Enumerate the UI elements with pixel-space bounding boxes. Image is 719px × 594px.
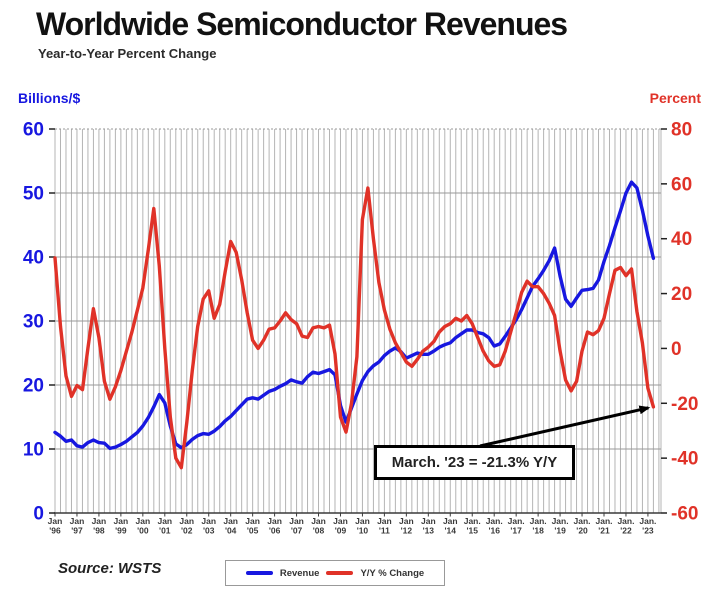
svg-text:Jan: Jan [245, 516, 260, 526]
annotation-text: March. '23 = -21.3% Y/Y [391, 454, 558, 471]
svg-text:'22: '22 [620, 526, 632, 536]
right-axis-title: Percent [649, 90, 701, 106]
svg-text:Jan: Jan [114, 516, 129, 526]
svg-text:'97: '97 [71, 526, 83, 536]
page-title: Worldwide Semiconductor Revenues [36, 6, 568, 42]
svg-text:'12: '12 [401, 526, 413, 536]
svg-text:80: 80 [671, 120, 692, 141]
svg-text:Jan.: Jan. [552, 516, 569, 526]
svg-text:-60: -60 [671, 504, 698, 525]
svg-text:Jan.: Jan. [464, 516, 481, 526]
svg-text:-40: -40 [671, 449, 698, 470]
gridlines [54, 128, 662, 514]
svg-text:'06: '06 [269, 526, 281, 536]
svg-text:'23: '23 [642, 526, 654, 536]
svg-text:'05: '05 [247, 526, 259, 536]
svg-text:30: 30 [23, 312, 44, 333]
legend: Revenue Y/Y % Change [225, 560, 445, 586]
svg-text:0: 0 [671, 339, 682, 360]
svg-text:Jan.: Jan. [639, 516, 656, 526]
page-subtitle: Year-to-Year Percent Change [38, 46, 217, 61]
source-label: Source: WSTS [58, 560, 162, 577]
svg-text:Jan: Jan [399, 516, 414, 526]
svg-text:20: 20 [23, 376, 44, 397]
svg-text:Jan: Jan [289, 516, 304, 526]
svg-text:'98: '98 [93, 526, 105, 536]
revenue-line [53, 180, 656, 451]
annotation-arrow [479, 405, 651, 448]
svg-text:Jan: Jan [70, 516, 85, 526]
axis-labels: 0 10 20 30 40 50 60 -60 -40 -20 0 20 40 60 80 [23, 120, 699, 525]
svg-text:'00: '00 [137, 526, 149, 536]
svg-text:Jan: Jan [311, 516, 326, 526]
svg-text:Jan: Jan [92, 516, 107, 526]
svg-text:'10: '10 [357, 526, 369, 536]
svg-text:'14: '14 [445, 526, 457, 536]
svg-text:10: 10 [23, 440, 44, 461]
svg-text:Jan: Jan [201, 516, 216, 526]
svg-text:'01: '01 [159, 526, 171, 536]
svg-text:'96: '96 [49, 526, 61, 536]
svg-text:'17: '17 [510, 526, 522, 536]
svg-text:Jan: Jan [377, 516, 392, 526]
svg-text:'04: '04 [225, 526, 237, 536]
svg-text:'13: '13 [423, 526, 435, 536]
svg-text:20: 20 [671, 284, 692, 305]
svg-text:Jan: Jan [355, 516, 370, 526]
svg-text:'18: '18 [532, 526, 544, 536]
svg-text:'15: '15 [466, 526, 478, 536]
svg-text:Jan: Jan [333, 516, 348, 526]
svg-text:Jan: Jan [223, 516, 238, 526]
svg-text:Jan.: Jan. [617, 516, 634, 526]
annotation-callout: March. '23 = -21.3% Y/Y [374, 445, 575, 480]
svg-text:'21: '21 [598, 526, 610, 536]
svg-text:Jan.: Jan. [508, 516, 525, 526]
svg-text:'02: '02 [181, 526, 193, 536]
svg-text:Jan.: Jan. [595, 516, 612, 526]
svg-text:Jan.: Jan. [574, 516, 591, 526]
svg-text:Jan: Jan [421, 516, 436, 526]
legend-revenue-label: Revenue [279, 567, 320, 579]
svg-text:Jan: Jan [267, 516, 282, 526]
svg-text:60: 60 [671, 174, 692, 195]
svg-text:'20: '20 [576, 526, 588, 536]
legend-revenue-swatch [245, 571, 273, 575]
svg-text:Jan.: Jan. [486, 516, 503, 526]
svg-text:'07: '07 [291, 526, 303, 536]
svg-text:Jan.: Jan. [530, 516, 547, 526]
svg-text:Jan: Jan [179, 516, 194, 526]
svg-text:'09: '09 [335, 526, 347, 536]
svg-text:'16: '16 [488, 526, 500, 536]
svg-text:Jan: Jan [157, 516, 172, 526]
legend-yoy-label: Y/Y % Change [360, 567, 425, 579]
svg-text:0: 0 [33, 504, 44, 525]
svg-text:'19: '19 [554, 526, 566, 536]
svg-text:Jan: Jan [136, 516, 151, 526]
svg-text:Jan: Jan [48, 516, 63, 526]
svg-text:'08: '08 [313, 526, 325, 536]
svg-text:Jan: Jan [443, 516, 458, 526]
svg-text:'03: '03 [203, 526, 215, 536]
svg-text:'11: '11 [379, 526, 390, 536]
svg-text:-20: -20 [671, 394, 698, 415]
svg-text:'99: '99 [115, 526, 127, 536]
svg-text:40: 40 [23, 248, 44, 269]
yoy-line [53, 186, 656, 470]
svg-text:60: 60 [23, 120, 44, 141]
svg-text:50: 50 [23, 184, 44, 205]
x-axis-labels: Jan'96Jan'97Jan'98Jan'99Jan'00Jan'01Jan'… [48, 513, 656, 536]
left-axis-title: Billions/$ [18, 90, 81, 106]
legend-yoy-swatch [326, 571, 354, 575]
svg-text:40: 40 [671, 229, 692, 250]
